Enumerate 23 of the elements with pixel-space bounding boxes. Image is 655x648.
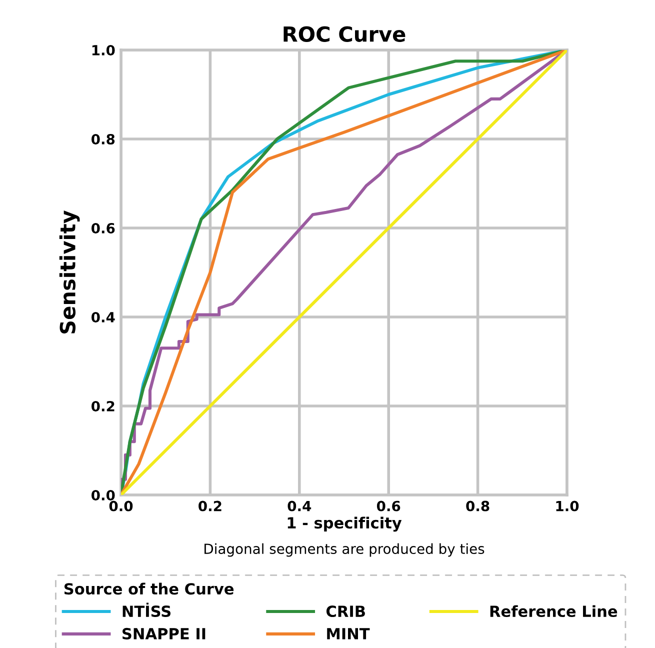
chart-title: ROC Curve: [284, 26, 406, 42]
y-tick-label: 0.2: [92, 400, 114, 412]
x-tick-label: 0.8: [466, 500, 490, 512]
legend-label: Reference Line: [490, 605, 618, 618]
x-tick-label: 0.6: [376, 500, 400, 512]
legend-label: MINT: [327, 628, 370, 640]
legend-label: NTİSS: [122, 602, 171, 618]
text: Diagonal segments are produced by ties: [204, 543, 484, 557]
y-tick-label: 0.4: [92, 312, 115, 322]
x-tick-label: 0.0: [109, 500, 133, 512]
x-tick-label: 0.2: [198, 500, 222, 512]
y-tick-label: 1.0: [92, 44, 115, 56]
legend-label: SNAPPE II: [122, 628, 206, 640]
x-axis-title: 1 - specificity: [288, 516, 402, 532]
line-series: [121, 50, 567, 495]
x-tick-label: 0.4: [288, 500, 312, 512]
y-tick-label: 0.8: [92, 134, 115, 144]
legend-title: Source of the Curve: [64, 582, 234, 595]
x-tick-label: 1.0: [556, 500, 579, 512]
legend-label: CRIB: [326, 606, 365, 618]
y-tick-label: 0.6: [92, 222, 115, 234]
y-axis-title: Sensitivity: [59, 210, 80, 334]
y-tick-label: 0.0: [92, 490, 115, 500]
